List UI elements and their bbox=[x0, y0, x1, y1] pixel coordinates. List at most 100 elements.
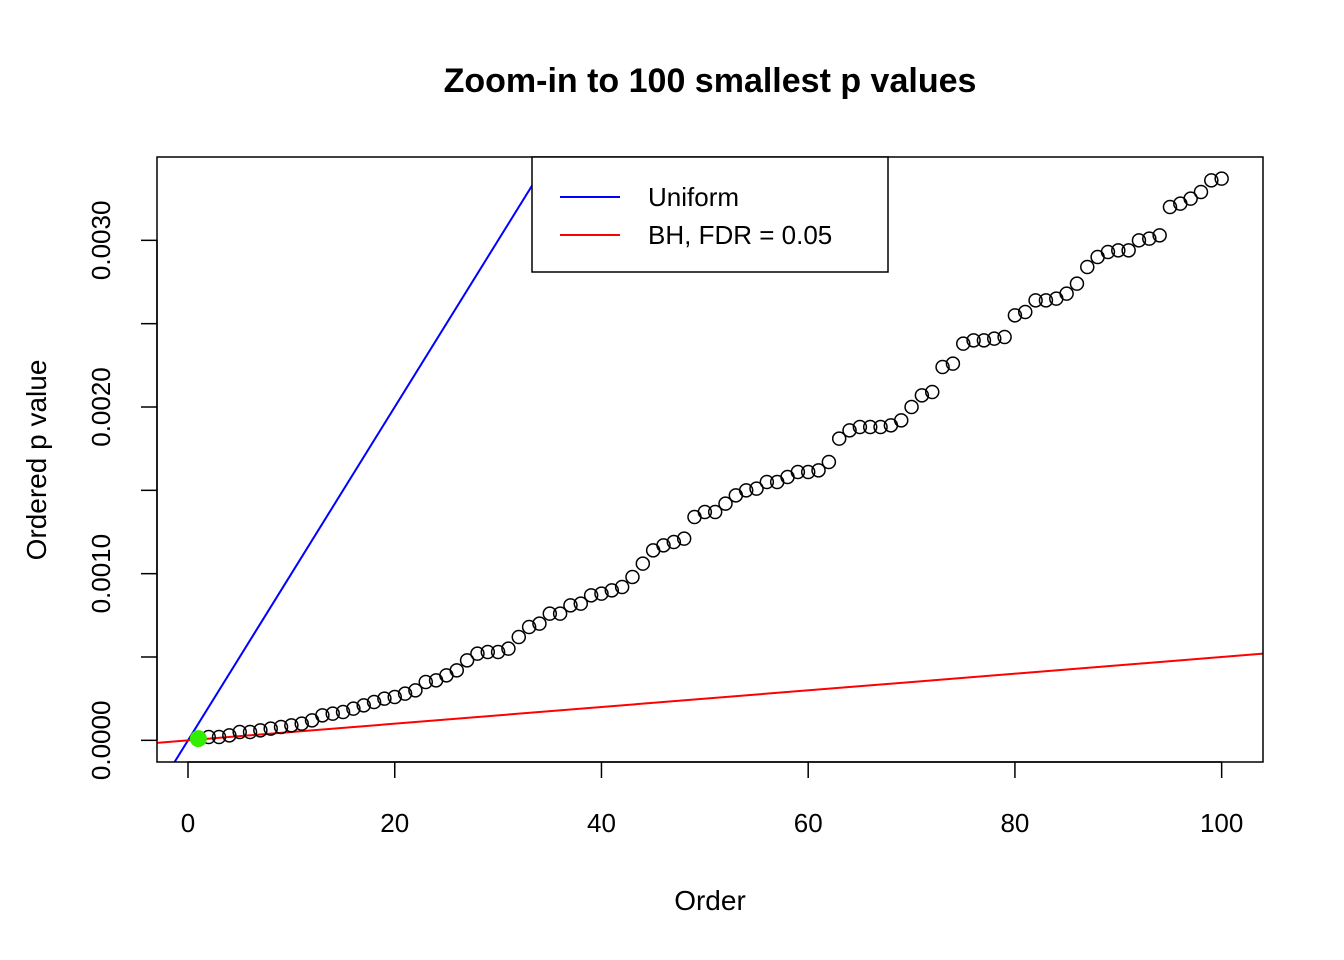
data-point bbox=[294, 716, 309, 731]
y-tick-label: 0.0020 bbox=[86, 367, 116, 447]
data-point bbox=[315, 708, 330, 723]
data-point bbox=[935, 359, 950, 375]
data-point bbox=[1204, 173, 1219, 188]
data-point bbox=[594, 586, 609, 601]
x-tick-label: 40 bbox=[587, 808, 616, 838]
data-point bbox=[831, 431, 847, 446]
x-axis: 0 20 40 60 80 100 bbox=[181, 761, 1243, 838]
y-tick-label: 0.0000 bbox=[86, 701, 116, 781]
data-point bbox=[614, 579, 630, 595]
data-point bbox=[1183, 191, 1198, 206]
data-point bbox=[222, 728, 237, 743]
data-point bbox=[253, 723, 268, 738]
data-point bbox=[387, 689, 402, 705]
data-point bbox=[1142, 231, 1157, 246]
x-tick-label: 80 bbox=[1000, 808, 1029, 838]
data-point bbox=[749, 481, 764, 496]
y-tick-label: 0.0030 bbox=[86, 201, 116, 281]
data-point bbox=[1007, 308, 1023, 323]
data-point bbox=[997, 329, 1012, 345]
reference-line-0 bbox=[173, 157, 551, 762]
data-point bbox=[346, 701, 361, 716]
legend: Uniform BH, FDR = 0.05 bbox=[531, 156, 889, 273]
data-point bbox=[987, 331, 1002, 346]
data-point bbox=[625, 569, 640, 585]
data-point bbox=[666, 534, 682, 550]
x-axis-label: Order bbox=[674, 885, 746, 916]
data-point bbox=[1038, 293, 1054, 308]
data-points bbox=[189, 171, 1229, 748]
data-point bbox=[325, 706, 340, 721]
data-point bbox=[284, 718, 299, 733]
data-point bbox=[335, 704, 351, 720]
data-point bbox=[1193, 184, 1209, 200]
data-point bbox=[573, 596, 589, 611]
data-point bbox=[635, 556, 651, 571]
data-point bbox=[955, 336, 971, 351]
legend-label-uniform: Uniform bbox=[648, 182, 739, 212]
data-point bbox=[1080, 259, 1095, 275]
data-point bbox=[800, 464, 816, 480]
data-point bbox=[759, 474, 775, 490]
data-point bbox=[1121, 243, 1136, 258]
data-point bbox=[852, 419, 868, 435]
data-point bbox=[490, 644, 506, 660]
data-point bbox=[842, 423, 857, 438]
data-point bbox=[356, 698, 371, 713]
data-point bbox=[676, 531, 692, 546]
data-point bbox=[273, 719, 289, 735]
data-point bbox=[232, 724, 247, 740]
y-tick-label: 0.0010 bbox=[86, 534, 116, 614]
data-point bbox=[976, 333, 992, 348]
y-axis: 0.0000 0.0010 0.0020 0.0030 bbox=[86, 201, 158, 781]
x-tick-label: 0 bbox=[181, 808, 195, 838]
data-point bbox=[893, 413, 909, 428]
data-point bbox=[532, 616, 547, 631]
x-tick-label: 60 bbox=[794, 808, 823, 838]
chart-title: Zoom-in to 100 smallest p values bbox=[444, 62, 977, 100]
data-point bbox=[790, 464, 806, 480]
data-point bbox=[904, 399, 919, 415]
data-point bbox=[563, 598, 578, 613]
data-point bbox=[377, 691, 392, 706]
data-point bbox=[821, 454, 837, 470]
data-point bbox=[811, 463, 826, 478]
data-point bbox=[1028, 293, 1043, 308]
data-point bbox=[397, 686, 413, 701]
data-point bbox=[924, 384, 940, 400]
data-point bbox=[1100, 244, 1116, 260]
data-point bbox=[1018, 304, 1033, 320]
reference-line-1 bbox=[157, 652, 1263, 744]
data-point bbox=[738, 483, 754, 498]
data-point bbox=[552, 606, 568, 621]
data-point bbox=[1111, 243, 1126, 258]
data-point bbox=[366, 694, 382, 710]
data-point bbox=[542, 606, 558, 621]
data-point bbox=[656, 538, 671, 553]
data-point bbox=[459, 653, 475, 668]
legend-label-bh: BH, FDR = 0.05 bbox=[648, 220, 832, 250]
highlight-point bbox=[189, 730, 207, 748]
data-point bbox=[604, 583, 620, 598]
data-point bbox=[1131, 233, 1147, 248]
data-point bbox=[1152, 228, 1167, 243]
data-point bbox=[862, 419, 878, 435]
data-point bbox=[1214, 171, 1229, 186]
x-tick-label: 20 bbox=[380, 808, 409, 838]
x-tick-label: 100 bbox=[1200, 808, 1243, 838]
data-point bbox=[873, 419, 888, 435]
data-point bbox=[211, 729, 227, 745]
data-point bbox=[511, 629, 527, 645]
data-point bbox=[697, 504, 713, 520]
data-point bbox=[242, 724, 258, 740]
data-point bbox=[1059, 286, 1074, 301]
legend-box bbox=[531, 156, 889, 273]
data-point bbox=[263, 721, 278, 736]
data-point bbox=[718, 496, 733, 511]
data-point bbox=[470, 646, 485, 661]
data-point bbox=[408, 683, 423, 698]
data-point bbox=[501, 641, 516, 656]
y-axis-label: Ordered p value bbox=[21, 360, 52, 561]
data-point bbox=[945, 356, 961, 371]
